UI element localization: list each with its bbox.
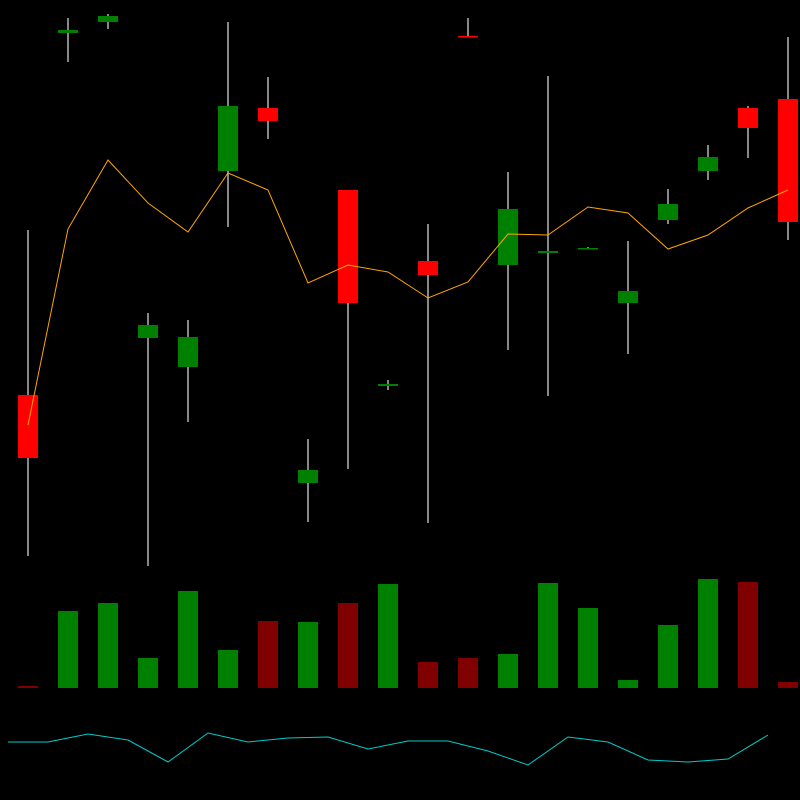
candle-body [378,384,398,386]
volume-bar [58,611,78,688]
volume-bar [698,579,718,688]
candle-body [298,470,318,483]
indicator-line [8,732,769,766]
volume-bar [338,603,358,688]
volume-bar [538,583,558,688]
candle-body [138,325,158,338]
candle-body [738,108,758,128]
candle-body [98,16,118,22]
volume-bar [218,650,238,688]
candle-body [658,204,678,220]
candle-body [418,261,438,275]
candle-body [538,251,558,253]
volume-bar [98,603,118,688]
volume-bar [418,662,438,688]
candle-body [698,157,718,171]
volume-bar [738,582,758,688]
volume-bar [658,625,678,688]
candle-body [578,248,598,250]
moving-average-line [27,159,789,426]
candle-body [458,36,478,38]
volume-bar [498,654,518,688]
candle-body [338,190,358,303]
volume-bar [138,658,158,688]
candle-body [618,291,638,303]
volume-bar [618,680,638,688]
candle-body [18,395,38,458]
volume-bar [178,591,198,688]
candle-body [218,106,238,171]
candle-body [178,337,198,367]
volume-bar [458,658,478,688]
candle-body [258,108,278,121]
candle-body [778,99,798,222]
volume-bar [18,686,38,688]
candle-body [58,30,78,33]
volume-bar [298,622,318,688]
volume-bar [778,682,798,688]
volume-bar [378,584,398,688]
volume-bar [578,608,598,688]
volume-bar [258,621,278,688]
candle-body [498,209,518,265]
